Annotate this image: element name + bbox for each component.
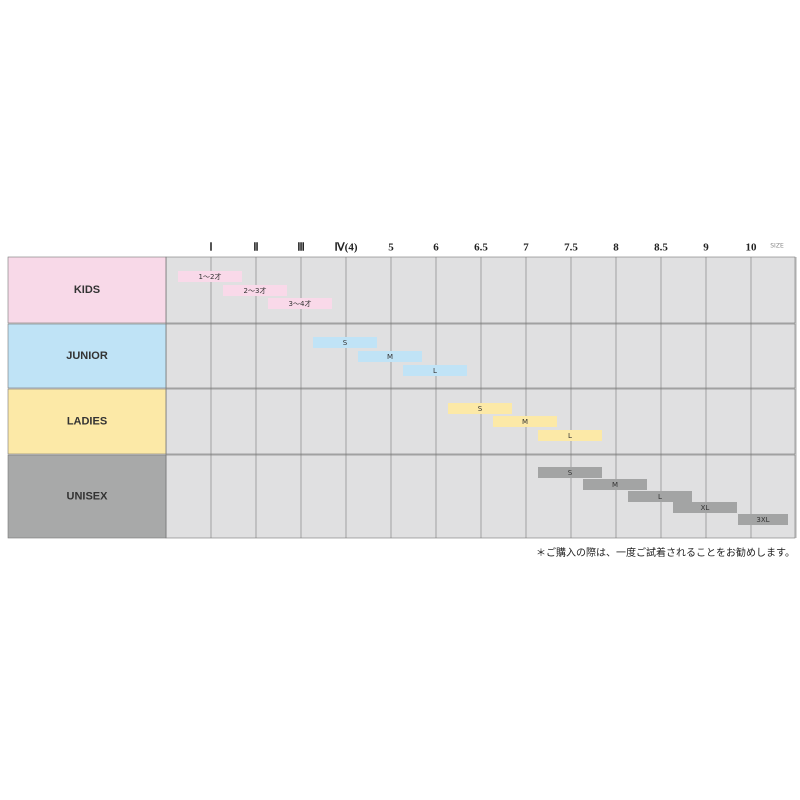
size-bar-label: M bbox=[387, 353, 393, 361]
row-label: UNISEX bbox=[67, 490, 109, 502]
size-bar-label: L bbox=[658, 493, 662, 501]
row-label: JUNIOR bbox=[66, 350, 108, 362]
footnote: ＊ご購入の際は、一度ご試着されることをお勧めします。 bbox=[536, 546, 795, 559]
size-bar-label: 3XL bbox=[756, 516, 769, 524]
row-border bbox=[165, 256, 796, 324]
row-label-cell bbox=[7, 323, 167, 389]
row-label-cell bbox=[7, 388, 167, 455]
column-header: Ⅰ bbox=[209, 242, 212, 254]
size-bar bbox=[628, 491, 692, 502]
size-bar-label: XL bbox=[701, 504, 710, 512]
column-header: 6.5 bbox=[474, 242, 488, 254]
size-bar bbox=[738, 514, 788, 525]
size-bar-label: M bbox=[612, 481, 618, 489]
column-header: 8 bbox=[613, 242, 619, 254]
column-header: 7.5 bbox=[564, 242, 578, 254]
size-bar bbox=[448, 403, 512, 414]
row-label-cell bbox=[7, 454, 167, 539]
size-bar bbox=[358, 351, 422, 362]
size-bar bbox=[403, 365, 467, 376]
size-bar-label: L bbox=[433, 367, 437, 375]
size-bar bbox=[538, 430, 602, 441]
size-unit: SIZE bbox=[770, 243, 784, 250]
column-header: Ⅲ bbox=[297, 242, 305, 254]
size-bar-label: S bbox=[478, 405, 483, 413]
size-bar bbox=[178, 271, 242, 282]
grid-area bbox=[166, 257, 795, 538]
size-bar-label: S bbox=[568, 469, 573, 477]
row-border bbox=[165, 454, 796, 539]
size-bar-label: M bbox=[522, 418, 528, 426]
size-bar bbox=[583, 479, 647, 490]
column-header: 6 bbox=[433, 242, 439, 254]
row-border bbox=[165, 323, 796, 389]
size-bar bbox=[223, 285, 287, 296]
column-header: 7 bbox=[523, 242, 529, 254]
size-bar bbox=[268, 298, 332, 309]
size-bar-label: 1～2才 bbox=[199, 272, 222, 281]
row-label-cell bbox=[7, 256, 167, 324]
size-bar bbox=[313, 337, 377, 348]
size-bar-label: L bbox=[568, 432, 572, 440]
row-label: LADIES bbox=[67, 415, 107, 427]
size-bar-label: 2～3才 bbox=[244, 286, 267, 295]
size-bar bbox=[493, 416, 557, 427]
size-bar-label: S bbox=[343, 339, 348, 347]
row-border bbox=[165, 388, 796, 455]
row-label: KIDS bbox=[74, 284, 100, 296]
column-header: Ⅳ(4) bbox=[335, 242, 358, 254]
size-bar bbox=[673, 502, 737, 513]
column-header: 9 bbox=[703, 242, 709, 254]
size-bar bbox=[538, 467, 602, 478]
column-header: 5 bbox=[388, 242, 394, 254]
size-bar-label: 3～4才 bbox=[289, 299, 312, 308]
column-header: 8.5 bbox=[654, 242, 668, 254]
column-header: Ⅱ bbox=[253, 242, 258, 254]
column-header: 10 bbox=[746, 242, 758, 254]
